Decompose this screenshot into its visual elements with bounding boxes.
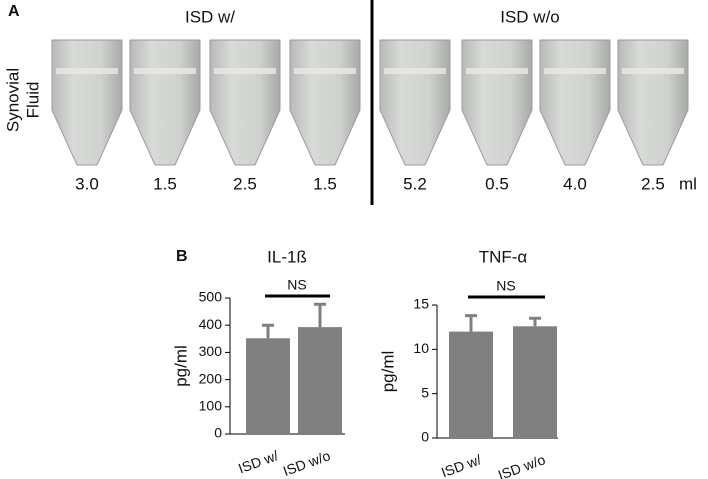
bar — [246, 338, 290, 434]
row-label-line: Synovial — [3, 68, 22, 132]
tube-photo — [209, 39, 281, 166]
volume-label: 5.2 — [403, 174, 427, 193]
y-tick-label: 200 — [199, 370, 223, 386]
y-tick-label: 300 — [199, 343, 223, 359]
volume-label: 4.0 — [563, 174, 587, 193]
y-tick-label: 500 — [199, 289, 223, 305]
row-label: Synovial Fluid — [3, 68, 42, 132]
tube-rim — [466, 68, 528, 74]
volume-label: 2.5 — [641, 174, 665, 193]
significance-label: NS — [496, 278, 515, 294]
significance-label: NS — [287, 277, 306, 293]
tube-photo — [461, 39, 533, 166]
volume-label: 3.0 — [75, 174, 99, 193]
bar — [449, 331, 493, 438]
error-bar — [262, 323, 274, 339]
y-axis-label: pg/ml — [378, 351, 397, 393]
tube-rim — [294, 68, 356, 74]
group-title: ISD w/ — [185, 7, 235, 26]
y-tick-label: 0 — [214, 425, 222, 441]
volume-label: 2.5 — [233, 174, 257, 193]
x-tick-label: ISD w/o — [496, 451, 548, 479]
bar — [513, 326, 557, 438]
tube-photo — [51, 39, 123, 166]
tube-photo — [129, 39, 201, 166]
tube-rim — [622, 68, 684, 74]
tube-photo — [539, 39, 611, 166]
error-bar — [465, 314, 477, 332]
tube-rim — [544, 68, 606, 74]
y-tick-label: 400 — [199, 316, 223, 332]
error-bar — [529, 316, 541, 327]
y-tick-label: 5 — [421, 384, 429, 400]
x-tick-label: ISD w/o — [281, 447, 333, 479]
chart-title: IL-1ß — [267, 247, 307, 266]
y-tick-label: 15 — [413, 296, 429, 312]
y-tick-label: 10 — [413, 340, 429, 356]
x-tick-label: ISD w/ — [439, 451, 483, 479]
bar — [298, 327, 342, 434]
tube-rim — [214, 68, 276, 74]
chart-title: TNF-α — [479, 247, 528, 266]
volume-label: 1.5 — [153, 174, 177, 193]
unit: ml — [679, 174, 697, 193]
y-tick-label: 0 — [421, 429, 429, 445]
panel-label: B — [176, 248, 188, 265]
volume-label: 1.5 — [313, 174, 337, 193]
error-bar — [314, 302, 326, 328]
row-label-line: Fluid — [23, 82, 42, 119]
tube-photo — [379, 39, 451, 166]
tube-rim — [134, 68, 196, 74]
tube-photo — [289, 39, 361, 166]
y-axis-label: pg/ml — [171, 345, 190, 387]
volume-label: 0.5 — [485, 174, 509, 193]
x-tick-label: ISD w/ — [236, 447, 280, 476]
tube-photo — [617, 39, 689, 166]
group-title: ISD w/o — [500, 7, 560, 26]
tube-rim — [56, 68, 118, 74]
panel-label: A — [8, 3, 20, 20]
y-tick-label: 100 — [199, 398, 223, 414]
tube-rim — [384, 68, 446, 74]
